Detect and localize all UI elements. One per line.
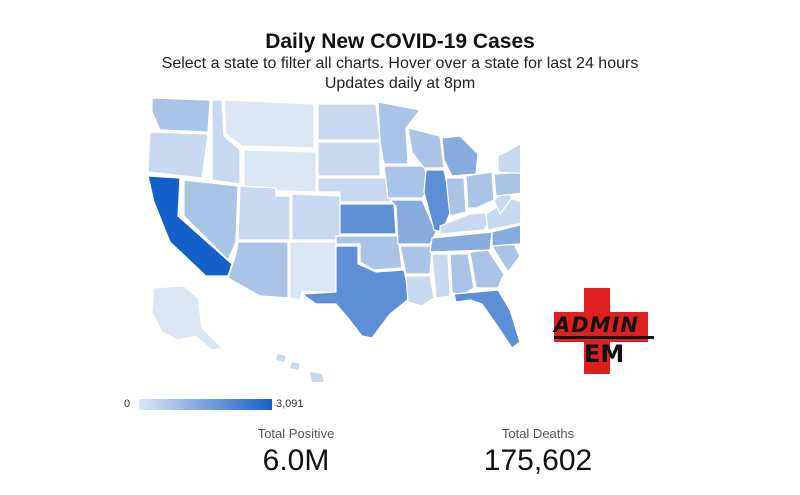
total-positive-value: 6.0M bbox=[262, 444, 330, 477]
state-idaho[interactable] bbox=[211, 99, 241, 185]
state-south-dakota[interactable] bbox=[317, 141, 381, 177]
state-alaska[interactable] bbox=[151, 285, 224, 351]
state-nevada[interactable] bbox=[183, 179, 239, 261]
state-minnesota[interactable] bbox=[377, 101, 421, 165]
state-indiana[interactable] bbox=[445, 177, 467, 217]
legend-min-label: 0 bbox=[124, 398, 131, 410]
state-wyoming[interactable] bbox=[243, 149, 317, 193]
state-hawaii[interactable] bbox=[276, 354, 324, 382]
state-washington[interactable] bbox=[151, 97, 211, 133]
total-deaths-value: 175,602 bbox=[483, 444, 593, 477]
state-alabama[interactable] bbox=[449, 253, 475, 297]
state-montana[interactable] bbox=[223, 99, 315, 149]
us-state-map[interactable] bbox=[140, 92, 520, 382]
state-ohio[interactable] bbox=[465, 171, 495, 209]
state-utah[interactable] bbox=[237, 185, 291, 241]
state-wisconsin[interactable] bbox=[407, 127, 445, 169]
chart-subtitle: Select a state to filter all charts. Hov… bbox=[161, 55, 639, 72]
chart-title: Daily New COVID-19 Cases bbox=[265, 30, 535, 53]
state-louisiana[interactable] bbox=[405, 275, 435, 307]
logo-line2: EM bbox=[584, 340, 624, 368]
state-michigan[interactable] bbox=[441, 135, 479, 177]
total-positive-label: Total Positive bbox=[257, 426, 335, 441]
state-north-carolina[interactable] bbox=[491, 224, 520, 247]
state-oregon[interactable] bbox=[147, 131, 209, 179]
state-pennsylvania[interactable] bbox=[493, 171, 520, 197]
state-kansas[interactable] bbox=[339, 203, 397, 235]
state-colorado[interactable] bbox=[291, 193, 341, 241]
state-new-york[interactable] bbox=[497, 140, 520, 174]
state-tennessee[interactable] bbox=[429, 231, 493, 253]
state-georgia[interactable] bbox=[469, 249, 505, 289]
state-arkansas[interactable] bbox=[399, 245, 433, 275]
state-arizona[interactable] bbox=[227, 241, 289, 299]
state-florida[interactable] bbox=[453, 289, 520, 349]
state-north-dakota[interactable] bbox=[317, 103, 381, 141]
legend-gradient-bar bbox=[139, 399, 272, 410]
state-new-mexico[interactable] bbox=[289, 241, 337, 301]
state-missouri[interactable] bbox=[389, 199, 437, 245]
admin-em-logo: ADMIN EM bbox=[552, 288, 654, 374]
state-mississippi[interactable] bbox=[431, 253, 451, 299]
legend-max-label: 3,091 bbox=[276, 398, 304, 410]
update-note: Updates daily at 8pm bbox=[324, 75, 476, 92]
state-texas[interactable] bbox=[301, 245, 411, 339]
total-deaths-label: Total Deaths bbox=[501, 426, 575, 441]
logo-line1: ADMIN bbox=[552, 313, 639, 337]
state-iowa[interactable] bbox=[383, 165, 431, 199]
state-california[interactable] bbox=[147, 175, 233, 277]
logo-underline bbox=[554, 336, 654, 339]
